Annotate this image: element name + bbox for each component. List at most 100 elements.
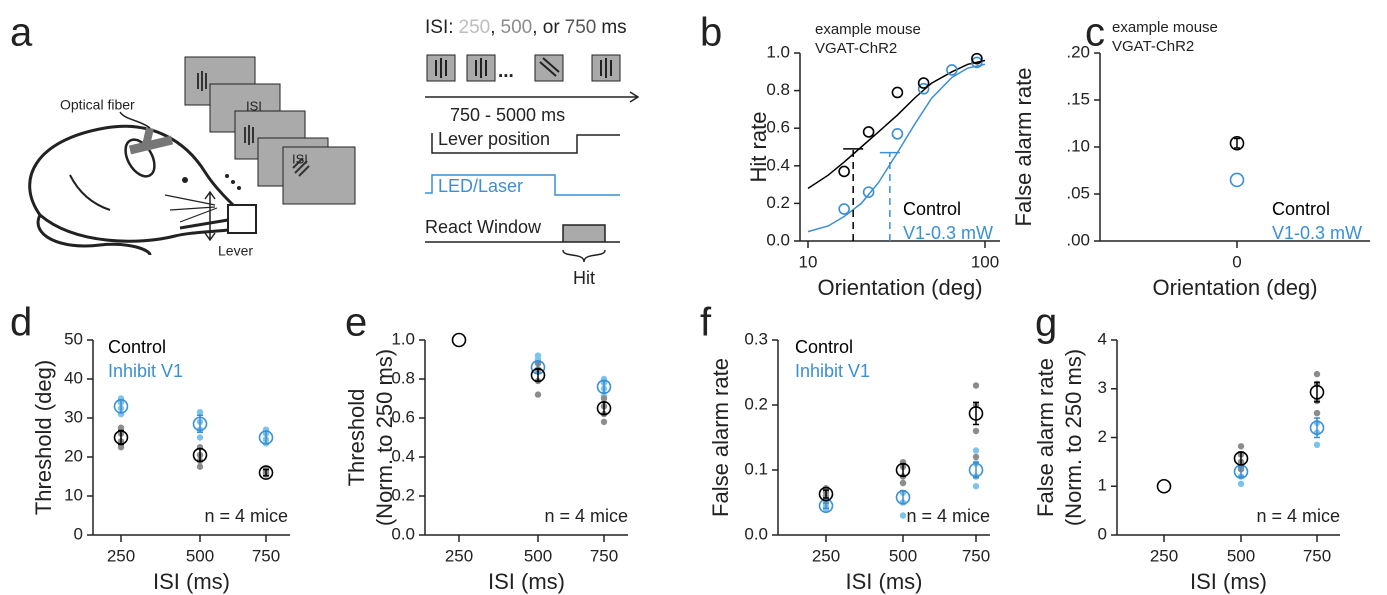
isi-value: 500 — [501, 17, 533, 38]
animal-dot — [600, 395, 608, 402]
panel-letter: c — [1085, 11, 1105, 55]
x-axis-label: ISI (ms) — [846, 569, 923, 594]
animal-dot — [196, 408, 204, 416]
mean-marker — [895, 462, 911, 478]
animal-dot — [1313, 409, 1321, 417]
x-tick-label: 0 — [1232, 252, 1241, 271]
mean-marker — [946, 64, 958, 76]
lever-arm — [179, 218, 229, 230]
error-bar — [1234, 137, 1240, 149]
animal-dot — [972, 453, 980, 461]
mean-marker — [838, 203, 850, 215]
x-tick-label: 750 — [252, 546, 280, 565]
y-tick-label: .20 — [1066, 42, 1090, 61]
mean-marker — [891, 86, 904, 99]
x-tick-label: 250 — [107, 546, 135, 565]
lever-arrow — [204, 190, 216, 242]
mean-marker — [818, 486, 834, 502]
animal-dot — [972, 382, 980, 389]
x-tick-label: 250 — [445, 546, 473, 565]
note: n = 4 mice — [204, 506, 288, 526]
isi-prefix: ISI: — [425, 17, 454, 38]
x-axis-label: ISI (ms) — [1190, 569, 1267, 594]
mean-marker — [1233, 451, 1249, 466]
annotation: example mouse — [815, 21, 921, 38]
whiskers — [164, 194, 218, 223]
mean-marker — [968, 462, 984, 478]
mean-marker — [818, 498, 834, 514]
mean-marker — [971, 52, 983, 65]
x-axis-label: Orientation (deg) — [817, 275, 982, 300]
animal-dot — [196, 463, 204, 470]
y-tick-label: 0.2 — [766, 193, 790, 212]
animal-dot — [972, 483, 980, 490]
y-tick-label: .15 — [1066, 89, 1090, 108]
error-bar — [823, 502, 829, 510]
annotation: VGAT-ChR2 — [1112, 38, 1194, 55]
mean-marker — [451, 332, 467, 348]
error-bar — [823, 489, 829, 499]
y-tick-label: 0.6 — [766, 118, 790, 137]
time-arrow — [425, 91, 640, 103]
note: n = 4 mice — [544, 506, 628, 526]
y-tick-label: 0.4 — [391, 446, 415, 465]
mean-marker — [192, 416, 208, 432]
y-tick-label: 0 — [1098, 524, 1107, 543]
optical-fiber — [128, 135, 174, 155]
y-tick-label: 1 — [1098, 476, 1107, 495]
note: n = 4 mice — [906, 506, 990, 526]
x-tick-label: 750 — [590, 546, 618, 565]
animal-dot — [196, 434, 204, 441]
hit-label: Hit — [573, 268, 595, 288]
y-tick-label: 0.2 — [744, 394, 768, 413]
mean-marker — [596, 400, 612, 416]
mouse-body — [28, 124, 254, 243]
y-axis-label: False alarm rate — [1011, 68, 1036, 227]
dot — [231, 180, 235, 184]
mean-marker — [971, 56, 983, 69]
error-bar — [973, 401, 979, 426]
y-tick-label: 1.0 — [766, 42, 790, 61]
legend-entry: Inhibit V1 — [108, 361, 183, 381]
screen — [282, 146, 356, 205]
grating — [292, 157, 310, 177]
x-tick-label: 750 — [1303, 546, 1331, 565]
optical-fiber — [141, 127, 154, 151]
panel-letter: e — [345, 301, 367, 345]
x-tick-label: 500 — [889, 546, 917, 565]
mouse-tail — [36, 214, 152, 256]
grating — [244, 125, 254, 145]
mean-marker — [1309, 420, 1325, 436]
isi-value: 250 — [459, 17, 491, 38]
legend-entry: Control — [108, 337, 166, 357]
stim-box — [534, 54, 564, 82]
legend-entry: Control — [903, 199, 961, 219]
animal-dot — [117, 444, 125, 451]
y-tick-label: 2 — [1098, 427, 1107, 446]
y-tick-label: 0.0 — [391, 524, 415, 543]
mean-marker — [596, 379, 612, 395]
x-tick-label: 750 — [962, 546, 990, 565]
y-axis-label: (Norm. to 250 ms) — [1061, 349, 1086, 526]
y-axis-label: (Norm. to 250 ms) — [372, 349, 397, 526]
y-axis-label: Hit rate — [746, 112, 771, 183]
animal-dot — [899, 479, 907, 487]
isi-value: 750 — [565, 17, 597, 38]
panel-letter: g — [1035, 301, 1057, 345]
legend-entry: V1-0.3 mW — [903, 223, 993, 243]
y-axis-label: Threshold (deg) — [31, 360, 56, 515]
x-tick-label: 100 — [971, 252, 999, 271]
dot — [237, 186, 241, 190]
y-tick-label: 0.4 — [766, 155, 790, 174]
ellipsis: ... — [498, 61, 514, 82]
x-axis-label: Orientation (deg) — [1152, 275, 1317, 300]
y-tick-label: 50 — [64, 329, 83, 348]
mean-marker — [258, 465, 274, 480]
mean-marker — [1309, 384, 1325, 400]
x-axis-label: ISI (ms) — [488, 569, 565, 594]
isi-box-label: ISI — [292, 151, 308, 166]
isi-title: ISI: 250, 500, or 750 ms — [425, 17, 627, 38]
react-window — [562, 224, 606, 243]
mouse-leg — [69, 174, 111, 211]
isi-sep: , — [490, 17, 495, 38]
